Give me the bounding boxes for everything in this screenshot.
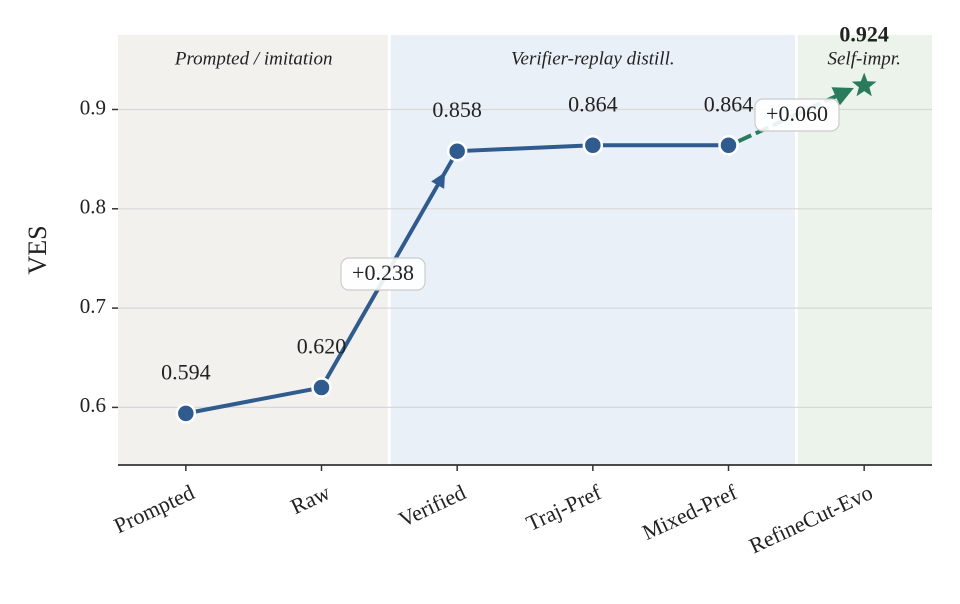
y-tick-label: 0.9 bbox=[80, 95, 106, 119]
star-point bbox=[851, 72, 877, 97]
value-label: 0.858 bbox=[432, 97, 482, 122]
y-tick-label: 0.8 bbox=[80, 195, 106, 219]
value-label: 0.594 bbox=[161, 359, 211, 384]
annotation: +0.060 bbox=[766, 101, 828, 126]
region-label: Prompted / imitation bbox=[174, 48, 333, 69]
y-tick-label: 0.6 bbox=[80, 393, 106, 417]
y-axis-label: VES bbox=[23, 225, 52, 274]
point bbox=[582, 134, 604, 156]
x-tick-label: Raw bbox=[287, 479, 334, 519]
point bbox=[718, 134, 739, 156]
value-label: 0.864 bbox=[568, 91, 618, 116]
annotation-box bbox=[340, 257, 426, 291]
region-label: Self-impr. bbox=[827, 48, 900, 69]
x-tick-label: Mixed-Pref bbox=[638, 479, 741, 545]
annotation: +0.238 bbox=[352, 260, 414, 285]
value-label: 0.864 bbox=[704, 91, 754, 116]
point bbox=[446, 140, 468, 162]
point bbox=[311, 377, 332, 398]
region bbox=[118, 35, 390, 465]
region-label: Verifier-replay distill. bbox=[511, 48, 675, 69]
x-tick-label: RefineCut-Evo bbox=[745, 479, 876, 558]
value-label: 0.620 bbox=[297, 334, 347, 359]
x-tick-label: Prompted bbox=[110, 479, 198, 538]
region bbox=[389, 35, 797, 465]
x-tick-label: Verified bbox=[395, 479, 470, 532]
value-label: 0.924 bbox=[839, 22, 889, 47]
annotation-box bbox=[754, 98, 840, 132]
y-tick-label: 0.7 bbox=[80, 294, 106, 318]
arrow bbox=[415, 172, 446, 223]
x-tick-label: Traj-Pref bbox=[522, 479, 606, 536]
point bbox=[175, 403, 197, 424]
